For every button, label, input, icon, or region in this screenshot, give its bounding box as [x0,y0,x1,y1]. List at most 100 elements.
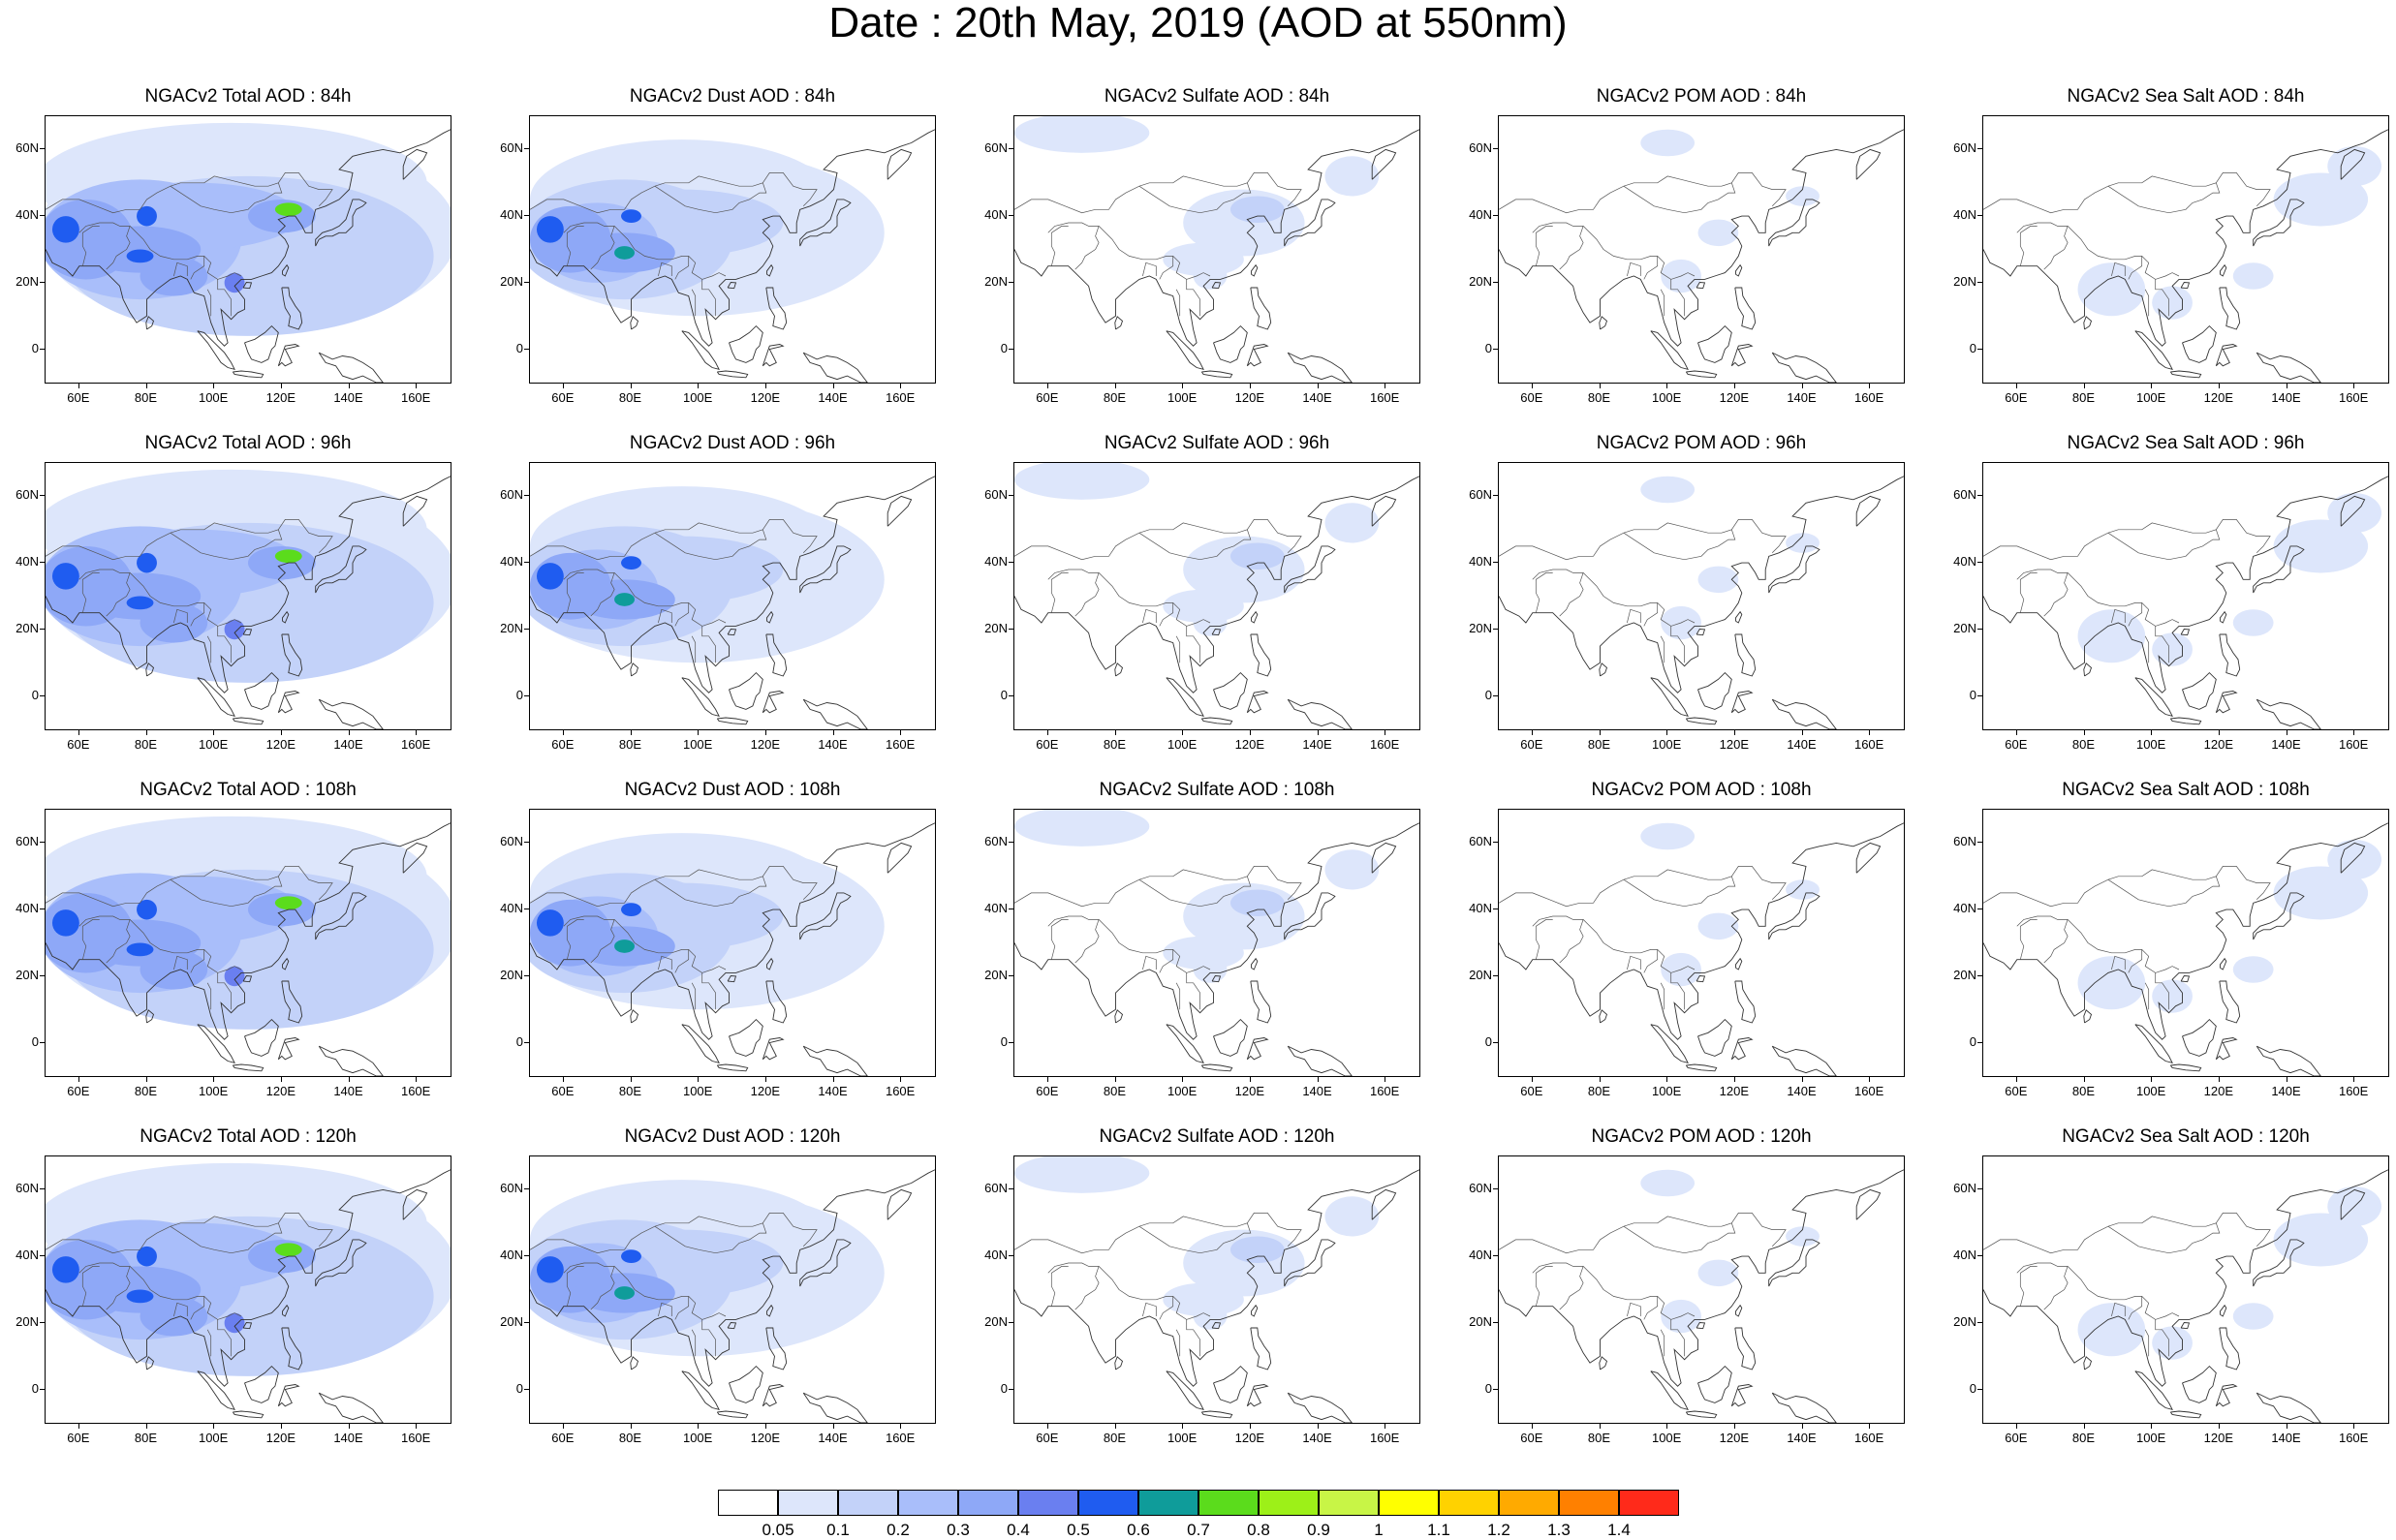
aod-field-region [274,549,302,564]
country-border [206,289,212,317]
lon-tick-mark [2218,1077,2220,1082]
coastline [277,691,300,714]
coastline [1730,344,1754,367]
aod-map [1014,463,1419,729]
lon-tick-label: 140E [1787,1431,1817,1445]
map-panel-total: NGACv2 Total AOD : 108h 60N 40N 20N 0 60E 80E 1… [0,779,484,1123]
aod-map [1983,129,2388,383]
country-border [1186,626,1200,663]
lon-tick-label: 80E [1587,1431,1611,1445]
lat-tick-label: 40N [984,554,1008,570]
coastline [1855,495,1882,527]
coastline [1735,263,1743,277]
coastline [1284,892,1336,940]
map-panel-total: NGACv2 Total AOD : 120h 60N 40N 20N 0 60E 80E 1… [0,1125,484,1469]
country-border [1535,1266,1553,1307]
aod-field-region [274,1243,302,1257]
coastline [2169,1410,2202,1419]
map-frame [529,809,936,1077]
coastline [530,1169,935,1387]
map-panel-dust: NGACv2 Dust AOD : 120h 60N 40N 20N 0 60E 80E 10… [484,1125,969,1469]
lat-tick-mark [1009,974,1013,976]
country-border [190,256,205,280]
country-border [78,915,242,973]
country-border [170,182,283,214]
lon-tick-label: 60E [67,737,90,752]
coastline [1983,476,2388,693]
coastline [2215,1384,2238,1407]
aod-field-region [536,563,564,590]
colorbar-swatch [1078,1490,1138,1516]
country-border [530,172,818,214]
lat-tick-mark [1977,1255,1982,1257]
coastline [402,842,428,874]
coastline [1211,1322,1222,1330]
lat-tick-label: 40N [984,901,1008,916]
country-border [190,1296,205,1320]
coastline [727,1322,737,1330]
country-border [2155,972,2169,1010]
lon-tick-label: 80E [618,1084,642,1098]
aod-field-region [1324,849,1380,890]
aod-field-region [614,1286,635,1300]
coastline [1735,957,1743,970]
lon-tick-mark [764,730,766,735]
coastline [2134,1371,2173,1410]
coastline [1696,975,1706,983]
coastline [2180,975,2191,983]
country-border [1159,949,1174,973]
aod-map [1014,1156,1419,1423]
coastline [630,662,639,677]
lat-tick-label: 0 [1484,340,1492,355]
lon-tick-mark [213,730,215,735]
aod-field-region [1014,810,1150,847]
lat-tick-label: 60N [1469,1181,1492,1196]
coastline [2256,352,2321,383]
aod-field-region [1786,879,1820,900]
map-frame [45,462,451,730]
country-border [1050,572,1069,613]
lat-tick-mark [1977,1188,1982,1190]
lat-tick-label: 60N [16,140,39,156]
coastline [1287,1045,1353,1076]
lon-tick-mark [1733,730,1735,735]
country-border [1014,519,1302,561]
lat-tick-label: 40N [1953,1247,1976,1263]
map-panel-seasalt: NGACv2 Sea Salt AOD : 108h 60N 40N 20N 0 60E 8… [1938,779,2396,1123]
country-border [1559,1266,1584,1310]
lon-tick-mark [1531,384,1533,388]
lon-tick-label: 120E [2203,390,2234,405]
lon-tick-mark [416,730,418,735]
coastline [277,1037,300,1061]
panel-title: NGACv2 Sea Salt AOD : 120h [2062,1126,2310,1147]
lat-tick-label: 20N [1469,620,1492,635]
colorbar-swatch [1259,1490,1319,1516]
country-border [217,626,232,663]
country-border [674,1296,690,1320]
coastline [729,1365,763,1403]
map-panel-seasalt: NGACv2 Sea Salt AOD : 120h 60N 40N 20N 0 60E 8… [1938,1125,2396,1469]
lat-tick-label: 20N [1953,1313,1976,1329]
colorbar-label: 0.8 [1247,1521,1270,1539]
coastline [2169,370,2202,379]
country-border [46,1213,333,1254]
coastline [1768,892,1820,940]
lat-tick-label: 60N [500,140,523,156]
lat-tick-label: 60N [984,140,1008,156]
lat-tick-label: 0 [31,1033,39,1049]
lat-tick-mark [1493,1321,1498,1323]
country-border [1532,1262,1696,1320]
coastline [1685,717,1718,725]
coastline [2220,263,2227,277]
country-border [46,866,333,908]
coastline [2215,344,2238,367]
lon-tick-mark [630,384,632,388]
aod-field-region [2152,979,2193,1013]
lon-tick-label: 140E [1302,737,1332,752]
coastline [2182,1018,2217,1057]
lat-tick-mark [1977,148,1982,150]
lat-tick-label: 20N [984,1313,1008,1329]
lat-tick-mark [40,1388,45,1390]
coastline [799,545,852,594]
map-frame [45,809,451,1077]
